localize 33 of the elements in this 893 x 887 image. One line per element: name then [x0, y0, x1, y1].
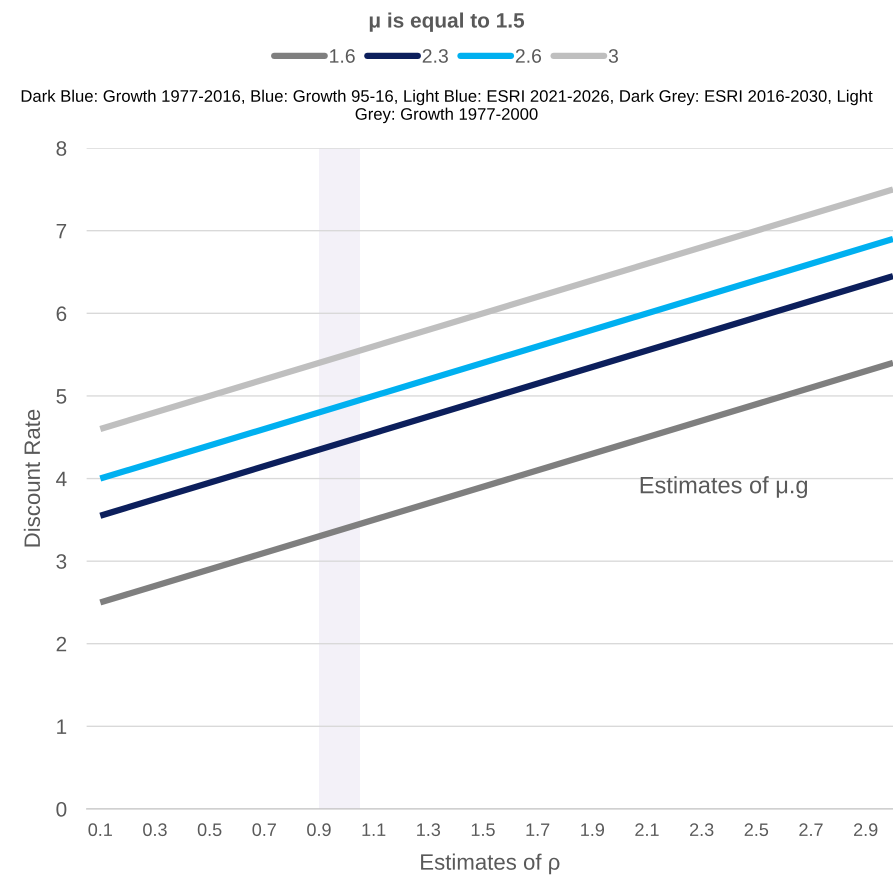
- legend-label: 2.6: [516, 49, 542, 63]
- x-tick-label: 1.5: [472, 823, 495, 836]
- x-tick-label: 2.9: [854, 823, 878, 836]
- legend-label: 2.3: [422, 49, 448, 63]
- y-tick-label: 0: [56, 802, 66, 817]
- x-axis-title: Estimates of ρ: [421, 854, 560, 874]
- x-tick-label: 1.1: [362, 823, 386, 836]
- x-tick-label: 0.1: [88, 823, 112, 836]
- y-tick-label: 7: [56, 224, 66, 238]
- y-tick-label: 2: [56, 636, 66, 652]
- chart-subtitle: Dark Blue: Growth 1977-2016, Blue: Growth 95-16, Light Blue: ESRI 2021-2026, Dark Grey: ESRI 2016-2030, Light Grey: Growth 1977-2000: [22, 90, 873, 124]
- legend-label: 3: [608, 49, 618, 63]
- x-tick-label: 0.3: [143, 823, 167, 836]
- y-tick-label: 1: [57, 720, 66, 734]
- x-tick-label: 0.9: [307, 823, 331, 836]
- x-tick-label: 2.3: [690, 823, 714, 836]
- annotation: Estimates of μ.g: [640, 476, 808, 498]
- y-tick-label: 5: [56, 389, 66, 404]
- x-tick-label: 0.7: [252, 823, 276, 836]
- legend-label: 1.6: [330, 49, 355, 63]
- x-tick-label: 1.7: [526, 823, 550, 836]
- chart-title: μ is equal to 1.5: [370, 12, 524, 32]
- x-tick-label: 2.7: [799, 823, 823, 836]
- x-tick-label: 2.5: [744, 823, 768, 836]
- x-tick-label: 2.1: [635, 823, 659, 836]
- y-tick-label: 4: [56, 472, 67, 486]
- y-axis-title: Discount Rate: [24, 410, 40, 546]
- x-tick-label: 1.9: [581, 823, 604, 836]
- x-tick-label: 0.5: [198, 823, 222, 836]
- y-tick-label: 3: [56, 554, 66, 569]
- y-tick-label: 8: [56, 141, 66, 156]
- y-tick-label: 6: [56, 306, 66, 322]
- x-tick-label: 1.3: [417, 823, 440, 836]
